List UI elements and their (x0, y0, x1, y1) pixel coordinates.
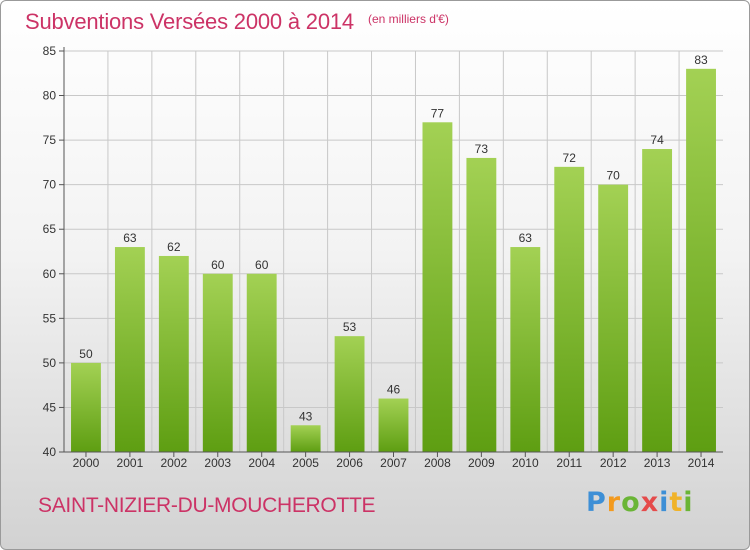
x-tick-label: 2011 (556, 456, 582, 470)
logo-letter: i (683, 487, 694, 518)
bar (598, 184, 629, 452)
logo-letter: x (640, 487, 660, 518)
x-tick-label: 2008 (424, 456, 451, 470)
bar-value-label: 50 (79, 347, 93, 361)
bar (290, 425, 321, 452)
bar (642, 149, 673, 452)
y-tick-label: 50 (43, 356, 57, 370)
logo-letter: i (659, 487, 670, 518)
x-tick-label: 2001 (117, 456, 144, 470)
y-tick-label: 40 (43, 445, 57, 459)
bar (422, 122, 453, 453)
x-tick-label: 2007 (380, 456, 407, 470)
chart-subtitle: (en milliers d'€) (367, 12, 449, 26)
bar-value-label: 53 (343, 320, 357, 334)
bar-value-label: 70 (606, 169, 620, 183)
y-tick-label: 55 (43, 311, 57, 325)
bar-value-label: 63 (123, 231, 137, 245)
bar-value-label: 60 (255, 258, 269, 272)
bar (334, 336, 365, 452)
x-tick-label: 2010 (512, 456, 539, 470)
bar-value-label: 62 (167, 240, 181, 254)
bar-value-label: 60 (211, 258, 225, 272)
bar (158, 255, 189, 452)
bar (510, 247, 541, 452)
y-tick-label: 80 (43, 89, 57, 103)
logo-letter: t (669, 487, 684, 518)
proxiti-logo[interactable]: Proxiti (586, 487, 694, 518)
commune-name: SAINT-NIZIER-DU-MOUCHEROTTE (38, 494, 376, 517)
bar (554, 166, 585, 452)
bar-value-label: 83 (694, 53, 708, 67)
x-tick-label: 2005 (292, 456, 319, 470)
x-tick-label: 2002 (160, 456, 187, 470)
x-tick-label: 2012 (600, 456, 627, 470)
bar-value-label: 72 (563, 151, 577, 165)
y-tick-label: 70 (43, 178, 57, 192)
y-tick-label: 75 (43, 133, 57, 147)
y-tick-label: 45 (43, 400, 57, 414)
data-labels: 50 63 62 60 60 43 53 46 77 73 63 72 70 74 83 (79, 53, 708, 423)
x-tick-label: 2006 (336, 456, 363, 470)
logo-letter: r (606, 487, 622, 518)
bar (686, 68, 716, 453)
y-tick-label: 85 (43, 44, 57, 58)
bar-value-label: 46 (387, 383, 401, 397)
bar (71, 362, 101, 452)
x-tick-label: 2013 (644, 456, 671, 470)
chart-title: Subventions Versées 2000 à 2014 (25, 9, 354, 34)
logo-letter: P (586, 487, 607, 518)
x-tick-label: 2014 (688, 456, 715, 470)
axes: 40 45 50 55 60 65 70 75 80 85 2000 2001 2002 2003 2004… (43, 44, 723, 470)
bar (466, 157, 497, 452)
bar (378, 398, 409, 452)
bar-value-label: 63 (519, 231, 533, 245)
bars (71, 68, 716, 453)
bar-value-label: 74 (650, 133, 664, 147)
bar-value-label: 77 (431, 106, 445, 120)
bar-value-label: 73 (475, 142, 489, 156)
x-tick-label: 2003 (204, 456, 231, 470)
chart-header: Subventions Versées 2000 à 2014 (en milli… (25, 9, 449, 35)
bar-value-label: 43 (299, 409, 313, 423)
logo-letter: o (621, 487, 641, 518)
y-tick-label: 60 (43, 267, 57, 281)
x-tick-label: 2004 (248, 456, 275, 470)
bar (114, 247, 145, 452)
bar (246, 273, 277, 452)
x-tick-label: 2009 (468, 456, 495, 470)
bar (202, 273, 233, 452)
x-tick-label: 2000 (73, 456, 100, 470)
y-tick-label: 65 (43, 222, 57, 236)
